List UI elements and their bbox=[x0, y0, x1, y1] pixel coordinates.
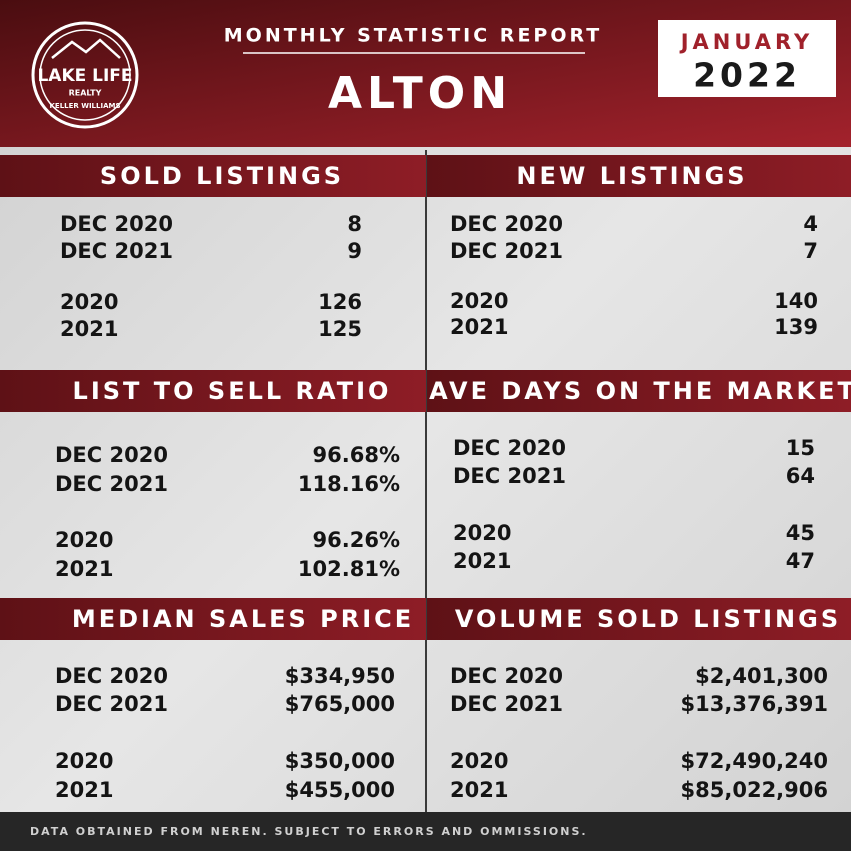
section-bar bbox=[0, 370, 426, 412]
logo-ring bbox=[31, 21, 139, 129]
row-label: DEC 2021 bbox=[450, 692, 563, 716]
section-title: SOLD LISTINGS bbox=[100, 162, 344, 190]
row-value: 125 bbox=[318, 317, 362, 341]
row-label: 2021 bbox=[60, 317, 118, 341]
row-value: $13,376,391 bbox=[681, 692, 828, 716]
row-value: 45 bbox=[786, 521, 815, 545]
row-label: 2020 bbox=[453, 521, 511, 545]
row-label: 2021 bbox=[55, 557, 113, 581]
section-title: NEW LISTINGS bbox=[516, 162, 747, 190]
date-box bbox=[658, 20, 836, 97]
month: JANUARY bbox=[679, 30, 814, 54]
row-value: $765,000 bbox=[285, 692, 395, 716]
row-value: $72,490,240 bbox=[681, 749, 828, 773]
row-label: 2020 bbox=[55, 749, 113, 773]
section-title: VOLUME SOLD LISTINGS bbox=[455, 605, 841, 633]
section-title: AVE DAYS ON THE MARKET bbox=[429, 377, 851, 405]
row-label: DEC 2020 bbox=[55, 443, 168, 467]
row-label: 2020 bbox=[450, 289, 508, 313]
section-title: MEDIAN SALES PRICE bbox=[72, 605, 414, 633]
footer: DATA OBTAINED FROM NEREN. SUBJECT TO ERR… bbox=[30, 825, 588, 838]
logo-ring-inner bbox=[39, 29, 131, 121]
row-label: DEC 2020 bbox=[55, 664, 168, 688]
row-value: 102.81% bbox=[298, 557, 400, 581]
row-value: 139 bbox=[774, 315, 818, 339]
row-label: 2021 bbox=[450, 778, 508, 802]
row-label: 2021 bbox=[55, 778, 113, 802]
row-label: DEC 2020 bbox=[453, 436, 566, 460]
row-label: 2020 bbox=[60, 290, 118, 314]
section-bar bbox=[0, 598, 426, 640]
row-value: 140 bbox=[774, 289, 818, 313]
row-value: 47 bbox=[786, 549, 815, 573]
logo-mountains bbox=[51, 38, 121, 59]
row-value: $85,022,906 bbox=[681, 778, 828, 802]
row-value: $455,000 bbox=[285, 778, 395, 802]
row-label: DEC 2020 bbox=[450, 664, 563, 688]
row-label: DEC 2021 bbox=[60, 239, 173, 263]
row-label: 2021 bbox=[453, 549, 511, 573]
row-value: 4 bbox=[803, 212, 818, 236]
logo-name: LAKE LIFE bbox=[37, 66, 132, 86]
section-bar bbox=[427, 598, 851, 640]
row-value: 9 bbox=[347, 239, 362, 263]
row-label: 2021 bbox=[450, 315, 508, 339]
row-label: 2020 bbox=[55, 528, 113, 552]
row-value: 15 bbox=[786, 436, 815, 460]
sections: SOLD LISTINGS DEC 2020 8 DEC 2021 9 2020 126 20… bbox=[0, 155, 851, 802]
report-title: MONTHLY STATISTIC REPORT bbox=[224, 25, 602, 47]
row-value: 118.16% bbox=[298, 472, 400, 496]
row-value: 126 bbox=[318, 290, 362, 314]
row-value: $350,000 bbox=[285, 749, 395, 773]
logo-brand: KELLER WILLIAMS bbox=[49, 102, 120, 110]
row-label: DEC 2021 bbox=[55, 692, 168, 716]
row-label: DEC 2021 bbox=[450, 239, 563, 263]
row-label: 2020 bbox=[450, 749, 508, 773]
logo-sub: REALTY bbox=[69, 89, 102, 98]
row-value: 96.68% bbox=[313, 443, 400, 467]
section-bar bbox=[427, 370, 851, 412]
row-value: 64 bbox=[786, 464, 815, 488]
row-value: 96.26% bbox=[313, 528, 400, 552]
row-label: DEC 2021 bbox=[55, 472, 168, 496]
row-label: DEC 2020 bbox=[450, 212, 563, 236]
row-value: $334,950 bbox=[285, 664, 395, 688]
section-bar bbox=[427, 155, 851, 197]
footer-bar bbox=[0, 812, 851, 851]
row-label: DEC 2020 bbox=[60, 212, 173, 236]
row-value: $2,401,300 bbox=[695, 664, 828, 688]
section-title: LIST TO SELL RATIO bbox=[73, 377, 392, 405]
section-bar bbox=[0, 155, 426, 197]
row-value: 8 bbox=[347, 212, 362, 236]
row-label: DEC 2021 bbox=[453, 464, 566, 488]
row-value: 7 bbox=[803, 239, 818, 263]
town: ALTON bbox=[328, 68, 512, 119]
year: 2022 bbox=[693, 56, 801, 95]
